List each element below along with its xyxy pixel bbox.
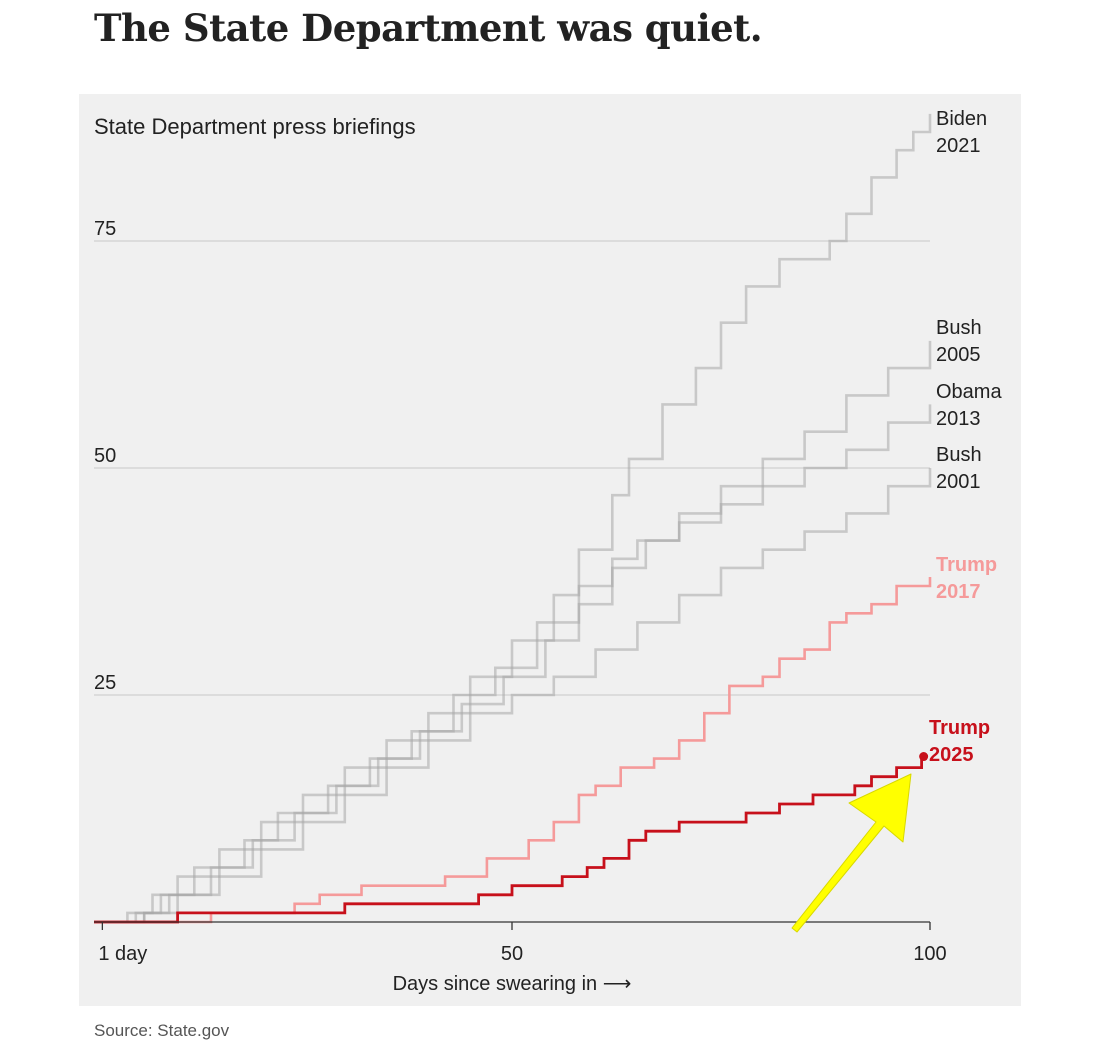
series-label-obama-2013-line-1: Obama (936, 381, 1002, 403)
source-note: Source: State.gov (94, 1021, 230, 1040)
series-line-bush-2005 (94, 340, 932, 924)
series-label-trump-2017-line-2: 2017 (936, 581, 981, 603)
series-label-trump-2025-line-1: Trump (929, 717, 990, 739)
series-label-obama-2013-line-2: 2013 (936, 408, 981, 430)
series-label-bush-2001-line-1: Bush (936, 444, 982, 466)
series-label-trump-2017-line-1: Trump (936, 554, 997, 576)
highlight-arrow-icon (791, 773, 912, 933)
series-label-biden-2021-line-1: Biden (936, 108, 987, 130)
x-tick-label-50: 50 (501, 943, 523, 965)
chart-title: State Department press briefings (94, 114, 416, 139)
series-label-bush-2005-line-2: 2005 (936, 344, 981, 366)
series-line-obama-2013 (94, 404, 932, 924)
y-tick-label-50: 50 (94, 445, 116, 467)
series-label-biden-2021-line-2: 2021 (936, 135, 981, 157)
y-tick-label-25: 25 (94, 672, 116, 694)
x-tick-label-100: 100 (913, 943, 946, 965)
series-line-trump-2025 (94, 758, 923, 924)
series-label-bush-2001-line-2: 2001 (936, 471, 981, 493)
headline: The State Department was quiet. (94, 6, 763, 50)
series-label-bush-2005-line-1: Bush (936, 317, 982, 339)
x-axis-title: Days since swearing in ⟶ (393, 973, 632, 995)
series-end-dot-trump-2025 (919, 752, 929, 762)
chart-svg: State Department press briefings 255075 … (94, 108, 1002, 995)
series-line-biden-2021 (94, 113, 932, 924)
series-label-trump-2025-line-2: 2025 (929, 744, 974, 766)
x-tick-label-1: 1 day (98, 943, 147, 965)
series-line-bush-2001 (94, 468, 932, 924)
y-tick-label-75: 75 (94, 218, 116, 240)
series-line-trump-2017 (94, 577, 932, 924)
chart-panel: State Department press briefings 25 50 75 … (79, 94, 1021, 1006)
